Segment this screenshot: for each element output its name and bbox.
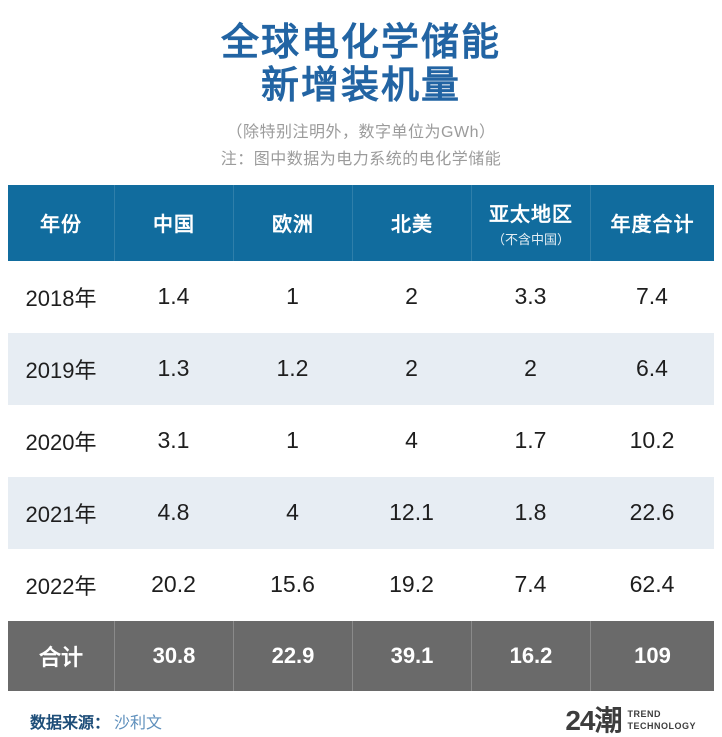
logo-text: TREND TECHNOLOGY xyxy=(627,709,696,732)
logo-24chao: 24潮 TREND TECHNOLOGY xyxy=(565,704,696,736)
header-cell-apac: 亚太地区 （不含中国） xyxy=(471,184,590,261)
year-cell: 2020年 xyxy=(25,429,97,455)
header-label: 年份 xyxy=(40,214,82,237)
value-cell: 7.4 xyxy=(514,571,547,598)
value-cell: 1.7 xyxy=(514,427,547,454)
header-label: 中国 xyxy=(153,214,195,237)
unit-subtitle: （除特别注明外，数字单位为GWh） xyxy=(226,123,496,141)
header-cell-china: 中国 xyxy=(114,184,233,261)
table-row: 2021年 4.8 4 12.1 1.8 22.6 xyxy=(8,476,714,549)
source-value: 沙利文 xyxy=(114,714,163,732)
header-label: 年度合计 xyxy=(610,214,695,237)
header-label: 欧洲 xyxy=(272,214,314,237)
value-cell: 6.4 xyxy=(636,355,668,382)
value-cell: 1.3 xyxy=(157,355,190,382)
logo-mark: 24潮 xyxy=(565,704,622,736)
total-value-cell: 109 xyxy=(590,620,714,691)
year-cell: 2019年 xyxy=(25,357,97,383)
value-cell: 4 xyxy=(286,499,299,526)
total-value-cell: 39.1 xyxy=(352,620,471,691)
table-body: 2018年 1.4 1 2 3.3 7.4 2019年 1.3 1.2 2 2 6.4 2020年 3.1… xyxy=(8,260,714,621)
source-label: 数据来源： xyxy=(30,714,111,732)
header-label: 北美 xyxy=(391,214,433,237)
header-cell-annual-total: 年度合计 xyxy=(590,184,714,261)
value-cell: 3.3 xyxy=(514,283,547,310)
header-sublabel: （不含中国） xyxy=(491,231,570,247)
value-cell: 22.6 xyxy=(629,499,675,526)
value-cell: 12.1 xyxy=(389,499,434,526)
value-cell: 1.2 xyxy=(276,355,309,382)
total-value-cell: 22.9 xyxy=(233,620,352,691)
table-row: 2022年 20.2 15.6 19.2 7.4 62.4 xyxy=(8,548,714,621)
footer: 数据来源： 沙利文 24潮 TREND TECHNOLOGY xyxy=(0,691,722,735)
value-cell: 2 xyxy=(405,283,418,310)
value-cell: 15.6 xyxy=(270,571,315,598)
value-cell: 1 xyxy=(286,283,299,310)
value-cell: 10.2 xyxy=(629,427,675,454)
value-cell: 19.2 xyxy=(389,571,434,598)
page-title-line1: 全球电化学储能 xyxy=(220,22,501,64)
data-table: 年份 中国 欧洲 北美 亚太地区 （不含中国） 年度合计 2018年 1.4 1 2 3… xyxy=(8,184,714,691)
header-cell-north-america: 北美 xyxy=(352,184,471,261)
value-cell: 1.4 xyxy=(157,283,190,310)
header-cell-year: 年份 xyxy=(8,185,114,261)
year-cell: 2021年 xyxy=(25,501,97,527)
total-row: 合计 30.8 22.9 39.1 16.2 109 xyxy=(8,620,714,691)
value-cell: 20.2 xyxy=(151,571,196,598)
title-block: 全球电化学储能 新增装机量 （除特别注明外，数字单位为GWh） 注：图中数据为电… xyxy=(0,0,722,169)
value-cell: 2 xyxy=(405,355,418,382)
data-source: 数据来源： 沙利文 xyxy=(30,709,162,733)
value-cell: 4.8 xyxy=(157,499,190,526)
total-value-cell: 16.2 xyxy=(471,620,590,691)
header-cell-europe: 欧洲 xyxy=(233,184,352,261)
value-cell: 2 xyxy=(524,355,537,382)
value-cell: 7.4 xyxy=(636,283,668,310)
logo-text-trend: TREND xyxy=(627,709,661,720)
logo-text-technology: TECHNOLOGY xyxy=(627,720,696,731)
table-row: 2019年 1.3 1.2 2 2 6.4 xyxy=(8,332,714,405)
value-cell: 1 xyxy=(286,427,299,454)
table-header-row: 年份 中国 欧洲 北美 亚太地区 （不含中国） 年度合计 xyxy=(8,184,714,261)
table-row: 2020年 3.1 1 4 1.7 10.2 xyxy=(8,404,714,477)
value-cell: 62.4 xyxy=(629,571,675,598)
value-cell: 4 xyxy=(405,427,418,454)
value-cell: 1.8 xyxy=(514,499,547,526)
value-cell: 3.1 xyxy=(157,427,190,454)
total-value-cell: 30.8 xyxy=(114,620,233,691)
header-label: 亚太地区 xyxy=(489,203,573,226)
table-row: 2018年 1.4 1 2 3.3 7.4 xyxy=(8,260,714,333)
total-label-cell: 合计 xyxy=(38,644,83,670)
page-title-line2: 新增装机量 xyxy=(260,65,461,108)
data-note: 注：图中数据为电力系统的电化学储能 xyxy=(220,150,502,168)
year-cell: 2018年 xyxy=(25,285,97,311)
year-cell: 2022年 xyxy=(25,573,97,599)
